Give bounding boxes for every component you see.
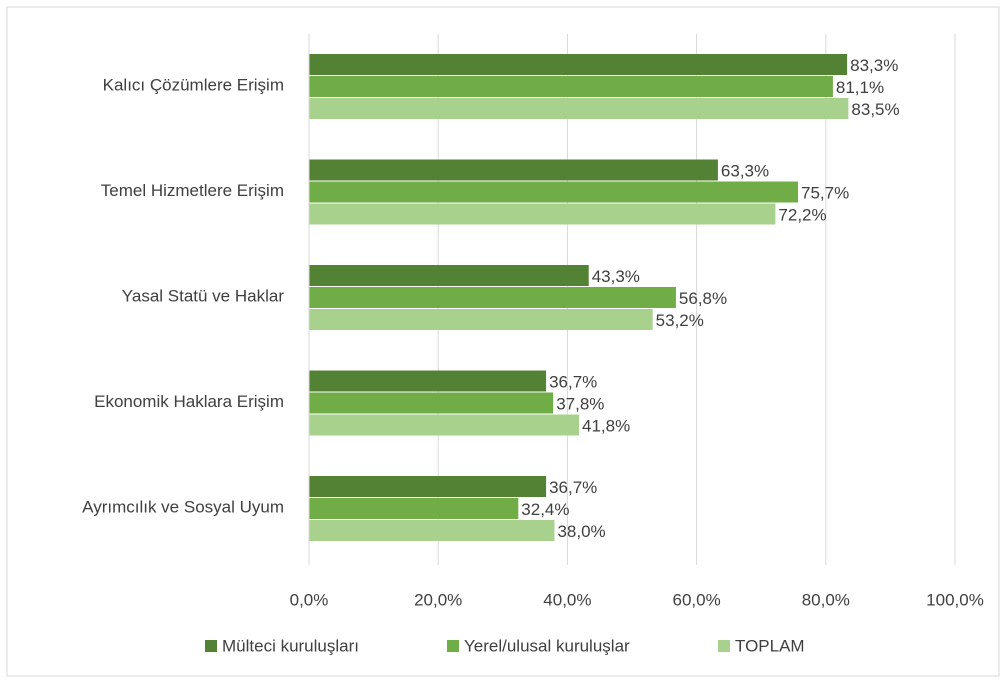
x-tick-label: 40,0% <box>543 590 591 609</box>
data-label: 43,3% <box>592 267 640 286</box>
bar <box>309 287 676 308</box>
data-label: 81,1% <box>836 78 884 97</box>
data-label: 72,2% <box>778 205 826 224</box>
legend-swatch <box>718 640 730 652</box>
x-tick-label: 20,0% <box>414 590 462 609</box>
data-label: 83,5% <box>851 100 899 119</box>
bar <box>309 520 555 541</box>
legend-swatch <box>205 640 217 652</box>
y-tick-label: Kalıcı Çözümlere Erişim <box>103 75 284 94</box>
bar <box>309 181 799 203</box>
x-tick-label: 80,0% <box>802 590 850 609</box>
data-label: 56,8% <box>679 289 727 308</box>
bar <box>309 203 776 225</box>
legend-label: Yerel/ulusal kuruluşlar <box>464 636 630 655</box>
bar <box>309 54 848 75</box>
y-tick-label: Ayrımcılık ve Sosyal Uyum <box>82 497 284 516</box>
bar <box>309 76 833 97</box>
data-label: 41,8% <box>582 416 630 435</box>
data-label: 38,0% <box>557 522 605 541</box>
data-label: 63,3% <box>721 161 769 180</box>
y-tick-label: Yasal Statü ve Haklar <box>122 286 285 305</box>
data-label: 75,7% <box>801 183 849 202</box>
bar <box>309 159 718 181</box>
y-tick-label: Ekonomik Haklara Erişim <box>94 392 284 411</box>
data-label: 37,8% <box>556 394 604 413</box>
bar <box>309 414 580 436</box>
bar <box>309 392 554 414</box>
data-label: 83,3% <box>850 56 898 75</box>
data-label: 36,7% <box>549 372 597 391</box>
data-label: 36,7% <box>549 478 597 497</box>
bar <box>309 309 653 330</box>
bar <box>309 370 547 392</box>
bar <box>309 265 589 286</box>
x-tick-label: 100,0% <box>926 590 984 609</box>
legend-label: TOPLAM <box>735 636 805 655</box>
bar <box>309 476 547 497</box>
y-tick-label: Temel Hizmetlere Erişim <box>101 181 284 200</box>
bar <box>309 98 849 119</box>
legend-swatch <box>447 640 459 652</box>
legend-label: Mülteci kuruluşları <box>222 636 359 655</box>
data-label: 53,2% <box>656 311 704 330</box>
x-tick-label: 0,0% <box>290 590 329 609</box>
data-label: 32,4% <box>521 500 569 519</box>
bar <box>309 498 519 519</box>
x-tick-label: 60,0% <box>672 590 720 609</box>
